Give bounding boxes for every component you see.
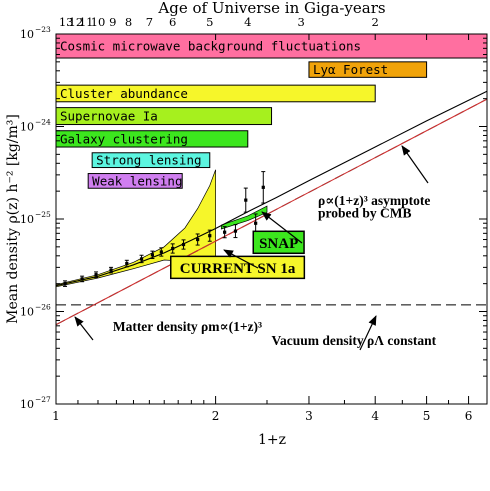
annotation-arrow	[359, 315, 377, 351]
annotation-box	[252, 230, 305, 255]
top-tick-label: 2	[372, 15, 379, 29]
x-tick-label: 3	[305, 409, 313, 423]
annotation-arrow	[261, 211, 303, 244]
y-tick-exponent: −25	[35, 210, 51, 219]
top-tick-label: 10	[91, 15, 106, 29]
y-tick-label: 10	[20, 213, 34, 226]
y-tick-exponent: −23	[35, 25, 51, 34]
data-point	[171, 246, 175, 251]
probe-bar-label: Cosmic microwave background fluctuations	[60, 39, 361, 54]
data-point	[261, 185, 265, 189]
top-tick-label: 4	[244, 15, 251, 29]
probe-bar	[308, 61, 428, 78]
top-tick-label: 6	[169, 15, 176, 29]
probe-bar-label: Supernovae Ia	[60, 109, 158, 124]
annotations-layer: SNAP CURRENT SN 1a ρ∝(1+z)³ asymptoteprobe…	[74, 145, 437, 351]
data-point	[159, 250, 163, 254]
data-point	[254, 221, 258, 225]
probe-bar-label: Weak lensing	[92, 173, 182, 188]
data-point	[109, 268, 113, 272]
x-tick-label: 4	[371, 409, 379, 423]
x-tick-label: 6	[465, 409, 473, 423]
annotation-arrow	[223, 249, 259, 269]
data-point	[244, 198, 248, 202]
data-point	[233, 229, 238, 233]
top-tick-label: 12	[69, 15, 84, 29]
x-axis-label: 1+z	[258, 432, 286, 448]
data-point	[181, 242, 186, 247]
y-tick-exponent: −24	[35, 118, 51, 127]
x-tick-label: 2	[212, 409, 220, 423]
data-point	[63, 282, 67, 286]
y-tick-label: 10	[20, 306, 34, 319]
probe-bar	[87, 173, 183, 189]
top-tick-label: 7	[146, 15, 153, 29]
probe-bar	[91, 152, 211, 169]
probe-bar-label: Galaxy clustering	[60, 131, 188, 146]
top-tick-label: 13	[59, 15, 74, 29]
y-tick-exponent: −27	[35, 395, 51, 404]
annotation-label: Vacuum density ρΛ constant	[272, 333, 437, 348]
annotation-label: SNAP	[259, 236, 298, 252]
annotation-arrow	[74, 316, 94, 341]
data-point	[196, 237, 200, 242]
y-tick-exponent: −26	[35, 303, 51, 312]
data-point	[208, 234, 212, 238]
annotation-arrow	[401, 145, 429, 184]
y-tick-label: 10	[20, 28, 34, 41]
data-point	[80, 277, 84, 281]
x-tick-label: 1	[52, 409, 60, 423]
top-tick-label: 5	[206, 15, 213, 29]
annotation-label: ρ∝(1+z)³ asymptote	[318, 193, 430, 208]
top-tick-label: 8	[125, 15, 132, 29]
annotation-label: Matter density ρm∝(1+z)³	[113, 319, 262, 334]
chart-title: Age of Universe in Giga-years	[157, 0, 385, 17]
top-tick-label: 3	[297, 15, 304, 29]
top-tick-label: 9	[109, 15, 116, 29]
probe-bar-label: Cluster abundance	[60, 86, 188, 101]
y-tick-label: 10	[20, 398, 34, 411]
data-point	[94, 273, 98, 277]
annotation-label: CURRENT SN 1a	[180, 261, 296, 277]
y-tick-label: 10	[20, 121, 34, 134]
x-tick-label: 5	[423, 409, 431, 423]
probe-bars-layer: Cosmic microwave background fluctuations…	[55, 33, 488, 189]
data-point	[139, 257, 144, 261]
y-axis-label: Mean density ρ(z) h⁻² [kg/m³]	[5, 114, 21, 324]
probe-bar-label: Lyα Forest	[313, 62, 388, 77]
top-tick-label: 11	[79, 15, 94, 29]
data-point	[223, 230, 227, 234]
probe-bar	[55, 33, 488, 59]
data-points-layer	[63, 171, 266, 287]
probe-bar-label: Strong lensing	[96, 153, 201, 168]
annotation-box	[169, 255, 306, 280]
annotation-label: probed by CMB	[318, 205, 412, 220]
data-point	[125, 261, 129, 266]
data-point	[150, 253, 155, 257]
